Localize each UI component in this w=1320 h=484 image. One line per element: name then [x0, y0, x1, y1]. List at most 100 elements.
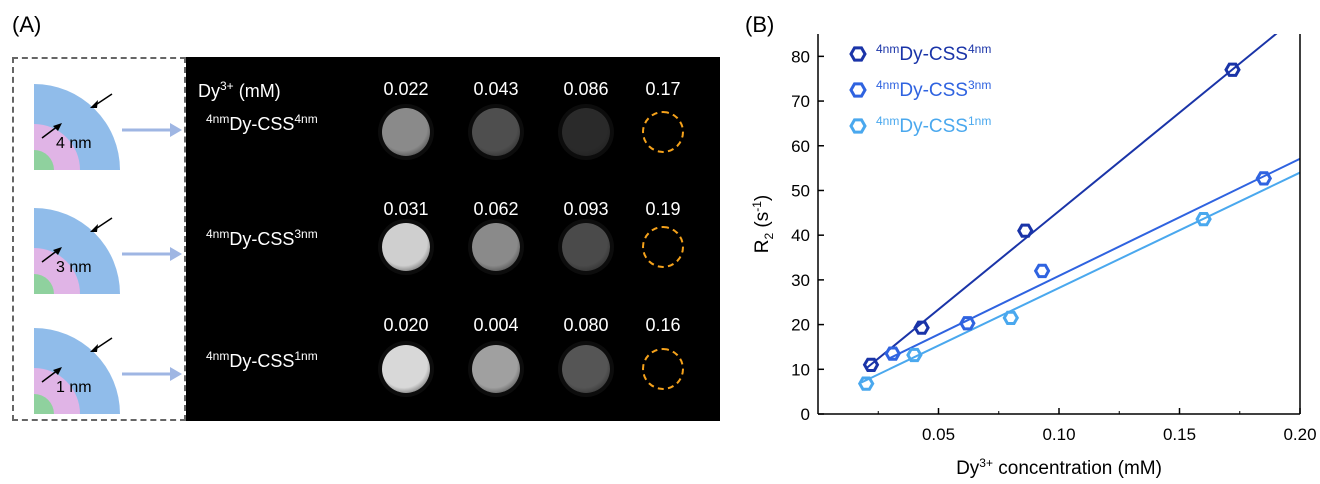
x-tick-label: 0.10: [1042, 425, 1075, 444]
mri-sample-circle: [382, 345, 430, 393]
row-label-1: 4nmDy-CSS4nm: [206, 112, 318, 135]
row-label-mid: Dy-CSS: [229, 229, 295, 249]
data-point-series-1: [862, 357, 880, 372]
header-prefix: Dy: [198, 81, 220, 101]
legend-label: 4nmDy-CSS1nm: [876, 114, 991, 137]
y-tick-label: 20: [791, 316, 810, 335]
concentration-label: 0.086: [563, 79, 609, 99]
row-label-3: 4nmDy-CSS1nm: [206, 349, 318, 372]
row-label-post: 1nm: [294, 349, 318, 363]
mri-sample-circle: [562, 223, 610, 271]
connector-arrow-head: [170, 367, 182, 381]
legend-label: 4nmDy-CSS3nm: [876, 78, 991, 101]
inner-arrow-head: [53, 367, 62, 375]
concentration-label: 0.020: [383, 315, 429, 335]
shell-thickness-label: 1 nm: [56, 379, 92, 396]
mri-sample-circle: [382, 108, 430, 156]
shell-thickness-label: 4 nm: [56, 135, 92, 152]
connector-arrow-head: [170, 247, 182, 261]
dashed-sample-circle: [642, 226, 684, 268]
data-point-series-2: [1255, 171, 1273, 186]
y-tick-label: 70: [791, 92, 810, 111]
schematic-2: 3 nm: [34, 208, 182, 294]
data-point-series-3: [1002, 310, 1020, 325]
schematic-1: 4 nm: [34, 84, 182, 170]
x-tick-label: 0.20: [1283, 425, 1316, 444]
y-tick-label: 0: [801, 405, 810, 424]
mri-image-panel: Dy3+ (mM) 4nmDy-CSS4nm 0.022 0.043 0.086 0.1…: [186, 57, 720, 421]
y-tick-label: 80: [791, 47, 810, 66]
row-label-post: 4nm: [294, 112, 318, 126]
core: [34, 394, 54, 414]
row-label-pre: 4nm: [206, 112, 230, 126]
data-point-series-2: [1033, 263, 1051, 279]
dashed-sample-circle: [642, 348, 684, 390]
concentration-label: 0.19: [645, 199, 681, 219]
fit-line-3: [860, 171, 1300, 384]
x-tick-label: 0.05: [922, 425, 955, 444]
legend-entry-3: 4nmDy-CSS1nm: [849, 114, 991, 137]
concentration-label: 0.093: [563, 199, 609, 219]
data-point-series-2: [959, 316, 976, 331]
mri-sample-circle: [472, 223, 520, 271]
row-label-mid: Dy-CSS: [229, 114, 295, 134]
data-point-series-2: [884, 346, 901, 361]
header-unit: (mM): [238, 81, 281, 101]
outer-arrow-head: [90, 100, 98, 108]
panel-b-label: (B): [745, 12, 775, 37]
mri-header: Dy3+ (mM): [198, 79, 281, 102]
inner-arrow-head: [53, 123, 62, 131]
concentration-label: 0.16: [645, 315, 681, 335]
schematic-box: [12, 57, 186, 421]
y-tick-label: 60: [791, 137, 810, 156]
mri-sample-circle: [472, 345, 520, 393]
legend-marker: [849, 82, 867, 98]
panel-a-label: (A): [12, 12, 42, 37]
core: [34, 150, 54, 170]
data-point-series-3: [906, 347, 923, 363]
legend-entry-2: 4nmDy-CSS3nm: [849, 78, 991, 101]
y-tick-label: 40: [791, 226, 810, 245]
legend-entry-1: 4nmDy-CSS4nm: [849, 42, 991, 65]
legend-marker: [849, 46, 867, 62]
x-tick-label: 0.15: [1163, 425, 1196, 444]
core: [34, 274, 54, 294]
concentration-label: 0.17: [645, 79, 681, 99]
concentration-label: 0.080: [563, 315, 609, 335]
outer-arrow-head: [90, 224, 98, 232]
concentration-label: 0.031: [383, 199, 429, 219]
y-axis-label: R2 (s-1): [750, 195, 776, 254]
concentration-label: 0.062: [473, 199, 519, 219]
row-label-pre: 4nm: [206, 227, 230, 241]
y-tick-label: 30: [791, 271, 810, 290]
data-point-series-3: [857, 376, 875, 391]
mri-sample-circle: [562, 108, 610, 156]
outer-arrow-head: [90, 344, 98, 352]
inner-arrow-head: [53, 247, 62, 255]
data-point-series-1: [1017, 223, 1034, 238]
concentration-label: 0.022: [383, 79, 429, 99]
dashed-sample-circle: [642, 111, 684, 153]
r2-chart: 0 10 20 30 40 50 60 70 80 0.05 0.10 0.15 0.20 Dy3+ co…: [750, 34, 1317, 479]
data-point-series-3: [1195, 212, 1212, 227]
schematic-3: 1 nm: [34, 328, 182, 414]
fit-line-2: [887, 157, 1300, 360]
mri-sample-circle: [562, 345, 610, 393]
mri-sample-circle: [472, 108, 520, 156]
legend-label: 4nmDy-CSS4nm: [876, 42, 991, 65]
y-tick-label: 10: [791, 360, 810, 379]
row-label-2: 4nmDy-CSS3nm: [206, 227, 318, 250]
shell-thickness-label: 3 nm: [56, 259, 92, 276]
connector-arrow-head: [170, 123, 182, 137]
nanoparticle-schematics: 4 nm 3 nm 1 nm: [34, 84, 182, 414]
data-point-series-1: [1224, 62, 1241, 77]
data-point-series-1: [913, 320, 930, 335]
concentration-label: 0.043: [473, 79, 519, 99]
row-label-post: 3nm: [294, 227, 318, 241]
row-label-mid: Dy-CSS: [229, 351, 295, 371]
x-axis-label: Dy3+ concentration (mM): [956, 456, 1162, 479]
legend-marker: [849, 118, 867, 134]
row-label-pre: 4nm: [206, 349, 230, 363]
mri-sample-circle: [382, 223, 430, 271]
y-tick-label: 50: [791, 181, 810, 200]
